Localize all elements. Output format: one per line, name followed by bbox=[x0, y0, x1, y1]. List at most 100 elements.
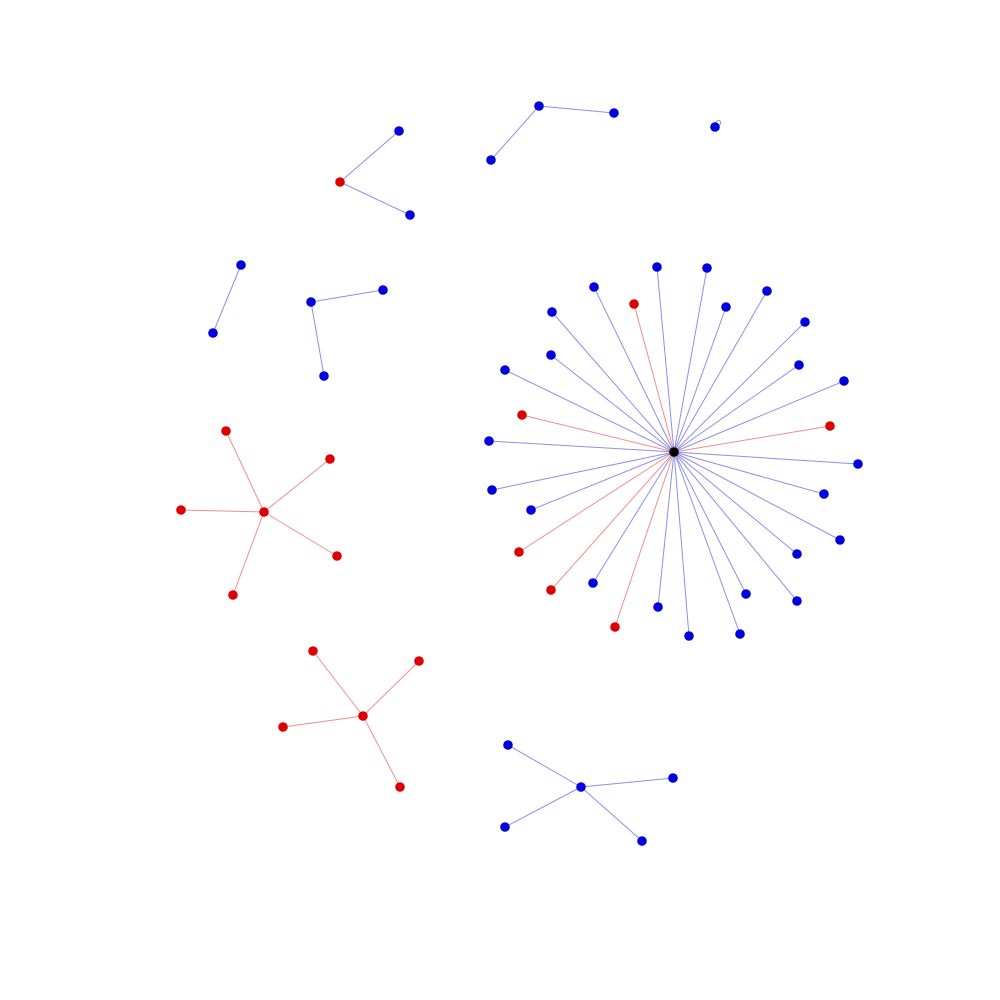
graph-node-blue bbox=[588, 578, 598, 588]
edges-layer bbox=[180, 105, 859, 842]
graph-node-blue bbox=[835, 535, 845, 545]
graph-node-blue bbox=[486, 155, 496, 165]
graph-edge bbox=[488, 440, 675, 453]
graph-node-blue bbox=[819, 489, 829, 499]
graph-edge bbox=[310, 301, 325, 377]
graph-edge bbox=[673, 451, 798, 555]
graph-edge bbox=[521, 414, 675, 453]
graph-edge bbox=[490, 105, 540, 161]
graph-edge bbox=[550, 451, 675, 591]
graph-node-blue bbox=[721, 302, 731, 312]
graph-edge bbox=[504, 369, 675, 453]
graph-node-blue bbox=[668, 773, 678, 783]
graph-edge bbox=[504, 786, 582, 828]
graph-node-red bbox=[610, 622, 620, 632]
graph-node-blue bbox=[576, 782, 586, 792]
graph-edge bbox=[673, 321, 806, 453]
graph-edge bbox=[580, 786, 643, 842]
graph-node-blue bbox=[637, 836, 647, 846]
graph-node-blue bbox=[503, 740, 513, 750]
graph-node-blue bbox=[609, 108, 619, 118]
graph-node-red bbox=[629, 299, 639, 309]
graph-edge bbox=[673, 451, 741, 635]
graph-node-red bbox=[221, 426, 231, 436]
graph-node-blue bbox=[319, 371, 329, 381]
graph-edge bbox=[225, 430, 265, 513]
graph-edge bbox=[551, 311, 675, 453]
graph-node-blue bbox=[236, 260, 246, 270]
graph-node-red bbox=[358, 711, 368, 721]
graph-node-red bbox=[335, 177, 345, 187]
graph-node-red bbox=[325, 454, 335, 464]
graph-edge bbox=[673, 380, 845, 453]
graph-node-red bbox=[259, 507, 269, 517]
nodes-layer bbox=[176, 101, 863, 846]
graph-node-blue bbox=[394, 126, 404, 136]
graph-edge bbox=[232, 511, 265, 596]
graph-node-blue bbox=[306, 297, 316, 307]
graph-node-blue bbox=[589, 282, 599, 292]
graph-edge bbox=[282, 715, 364, 728]
graph-node-red bbox=[332, 551, 342, 561]
graph-node-red bbox=[825, 421, 835, 431]
graph-node-blue bbox=[500, 822, 510, 832]
graph-node-red bbox=[228, 590, 238, 600]
graph-node-blue bbox=[653, 602, 663, 612]
graph-edge bbox=[673, 425, 831, 453]
graph-edge bbox=[580, 777, 674, 788]
graph-node-blue bbox=[500, 365, 510, 375]
graph-node-red bbox=[395, 782, 405, 792]
graph-edge bbox=[656, 266, 675, 453]
graph-edge bbox=[530, 451, 675, 511]
graph-node-blue bbox=[484, 436, 494, 446]
graph-node-blue bbox=[800, 317, 810, 327]
graph-edge bbox=[518, 451, 675, 553]
graph-node-blue bbox=[684, 631, 694, 641]
graph-edge bbox=[180, 509, 265, 513]
graph-node-red bbox=[514, 547, 524, 557]
graph-node-red bbox=[414, 656, 424, 666]
graph-node-blue bbox=[794, 360, 804, 370]
graph-node-red bbox=[308, 646, 318, 656]
graph-node-blue bbox=[487, 485, 497, 495]
graph-edge bbox=[593, 286, 675, 453]
graph-edge bbox=[312, 650, 364, 717]
graph-node-blue bbox=[405, 210, 415, 220]
graph-node-red bbox=[176, 505, 186, 515]
graph-node-blue bbox=[378, 285, 388, 295]
graph-node-red bbox=[278, 722, 288, 732]
graph-edge bbox=[550, 354, 675, 453]
graph-edge bbox=[657, 451, 675, 608]
graph-edge bbox=[673, 451, 825, 495]
hub-node bbox=[669, 447, 679, 457]
graph-node-blue bbox=[735, 629, 745, 639]
graph-edge bbox=[362, 660, 420, 717]
graph-edge bbox=[614, 451, 675, 628]
graph-edge bbox=[263, 458, 331, 513]
graph-edge bbox=[339, 181, 411, 216]
graph-edge bbox=[212, 264, 242, 334]
graph-edge bbox=[673, 306, 727, 453]
graph-edge bbox=[673, 451, 859, 465]
graph-node-blue bbox=[839, 376, 849, 386]
graph-node-red bbox=[517, 410, 527, 420]
graph-node-blue bbox=[526, 505, 536, 515]
graph-edge bbox=[673, 451, 747, 595]
graph-node-blue bbox=[792, 549, 802, 559]
graph-edge bbox=[673, 290, 768, 453]
graph-node-blue bbox=[652, 262, 662, 272]
graph-edge bbox=[592, 451, 675, 584]
graph-edge bbox=[491, 451, 675, 491]
graph-node-blue bbox=[534, 101, 544, 111]
graph-edge bbox=[673, 267, 708, 453]
graph-node-blue bbox=[792, 596, 802, 606]
graph-edge bbox=[263, 511, 338, 557]
graph-node-blue bbox=[547, 307, 557, 317]
graph-node-blue bbox=[710, 122, 720, 132]
graph-node-blue bbox=[702, 263, 712, 273]
graph-edge bbox=[633, 303, 675, 453]
graph-node-blue bbox=[208, 328, 218, 338]
graph-edge bbox=[673, 451, 798, 602]
